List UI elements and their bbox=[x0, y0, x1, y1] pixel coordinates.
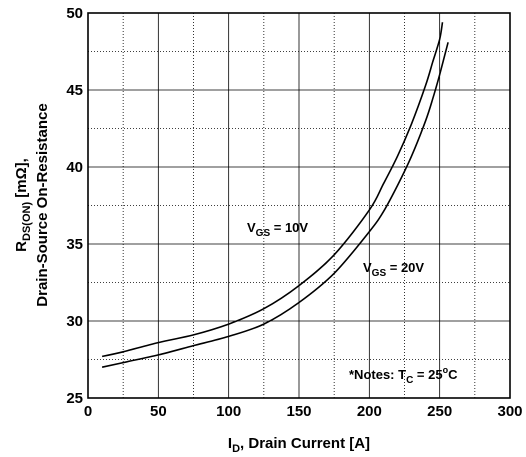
notes-annotation: *Notes: TC = 25oC bbox=[349, 365, 458, 386]
series-label-vgs-10v: VGS = 10V bbox=[247, 220, 308, 239]
series-line-vgs-20v bbox=[101, 42, 449, 368]
plot-frame bbox=[87, 12, 511, 399]
x-tick-labels: 0 50 100 150 200 250 300 bbox=[84, 403, 523, 420]
x-axis-label: ID, Drain Current [A] bbox=[228, 435, 370, 455]
y-tick-label: 30 bbox=[66, 313, 83, 330]
grid bbox=[87, 12, 511, 399]
x-tick-label: 50 bbox=[150, 403, 167, 420]
x-tick-label: 150 bbox=[286, 403, 311, 420]
y-tick-labels: 25 30 35 40 45 50 bbox=[66, 5, 83, 407]
curves bbox=[101, 22, 449, 368]
y-tick-label: 40 bbox=[66, 159, 83, 176]
series-line-vgs-10v bbox=[101, 22, 444, 358]
y-axis-label-line1: RDS(ON) [mΩ], bbox=[13, 158, 33, 252]
y-tick-label: 35 bbox=[66, 236, 83, 253]
y-tick-label: 50 bbox=[66, 5, 83, 22]
x-tick-label: 100 bbox=[216, 403, 241, 420]
x-tick-label: 250 bbox=[427, 403, 452, 420]
x-tick-label: 200 bbox=[357, 403, 382, 420]
x-tick-label: 0 bbox=[84, 403, 92, 420]
y-tick-label: 25 bbox=[66, 390, 83, 407]
y-axis-label-line2: Drain-Source On-Resistance bbox=[34, 103, 51, 306]
x-tick-label: 300 bbox=[497, 403, 522, 420]
series-label-vgs-20v: VGS = 20V bbox=[363, 260, 424, 279]
y-tick-label: 45 bbox=[66, 82, 83, 99]
